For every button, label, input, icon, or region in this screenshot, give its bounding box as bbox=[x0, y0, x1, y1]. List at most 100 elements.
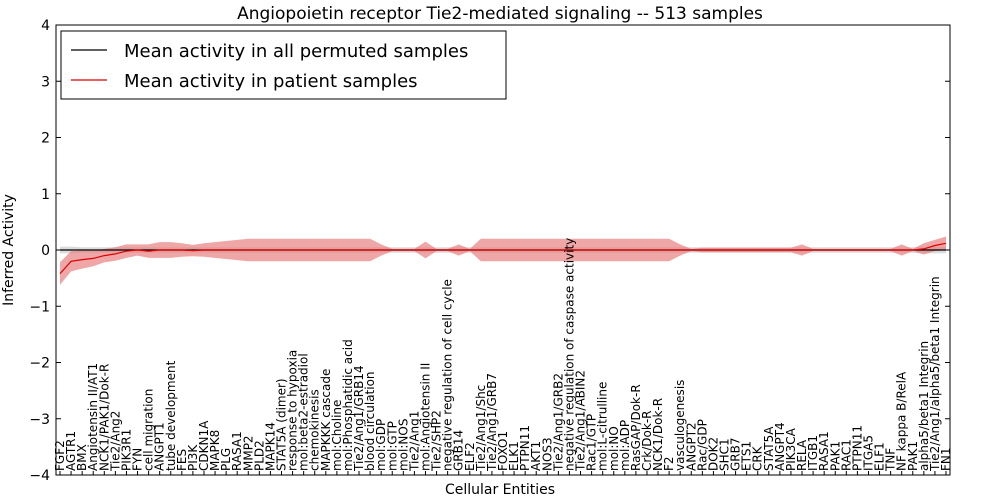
entity-label: F2 bbox=[662, 456, 676, 471]
entity-label: PIK3CA bbox=[784, 427, 798, 471]
y-tick-label: 0 bbox=[41, 243, 50, 259]
y-tick-label: 2 bbox=[41, 131, 50, 147]
y-tick-label: 4 bbox=[41, 18, 50, 34]
entity-label: RAC1 bbox=[839, 439, 853, 471]
entity-label: negative regulation of cell cycle bbox=[441, 279, 455, 471]
entity-label: Tie2/Ang1/Shc bbox=[474, 385, 488, 472]
y-axis-ticks: 4 3 2 1 0 −1 −2 −3 −4 bbox=[29, 18, 950, 484]
y-axis-label: Inferred Activity bbox=[1, 194, 17, 306]
entity-label: ANGPT4 bbox=[773, 422, 787, 471]
entity-label: mol:NOS bbox=[396, 419, 410, 471]
y-tick-label: 3 bbox=[41, 74, 50, 90]
entity-label: mol:L-citrulline bbox=[596, 382, 610, 471]
y-tick-label: −3 bbox=[29, 412, 50, 428]
entity-label: Tie2/Ang1/GRB7 bbox=[485, 373, 499, 472]
entity-label: blood circulation bbox=[363, 371, 377, 471]
activity-lines bbox=[59, 242, 947, 275]
entity-label: STAT5A (dimer) bbox=[275, 378, 289, 471]
entity-label: NCK1/Dok-R bbox=[651, 398, 665, 471]
entity-label: BMX bbox=[75, 444, 89, 471]
x-axis-label: Cellular Entities bbox=[445, 482, 555, 498]
entity-label: PLD2 bbox=[252, 440, 266, 471]
entity-label: NCK1/PAK1/Dok-R bbox=[97, 364, 111, 471]
entity-label: PTPN11 bbox=[518, 425, 532, 471]
entity-label: response to hypoxia bbox=[286, 350, 300, 471]
entity-label: AGTR1 bbox=[64, 431, 78, 471]
entity-label: tube development bbox=[164, 360, 178, 471]
entity-label: mol:beta2-estradiol bbox=[297, 353, 311, 471]
entity-label: PI3K bbox=[186, 444, 200, 471]
entity-label: AKT1 bbox=[529, 441, 543, 471]
legend-patient-label: Mean activity in patient samples bbox=[124, 71, 418, 92]
entity-label: ANGPT2 bbox=[684, 422, 698, 471]
entity-label: chemokinesis bbox=[308, 389, 322, 471]
entity-label: NF kappa B/RelA bbox=[895, 371, 909, 471]
entity-label: Tie2/Ang1/ABIN2 bbox=[574, 370, 588, 472]
entity-label: mol:NO bbox=[607, 426, 621, 471]
entity-label: FOXO1 bbox=[496, 431, 510, 471]
entity-label: PAK1 bbox=[906, 441, 920, 471]
entity-label: RASA1 bbox=[817, 431, 831, 471]
entity-label: FYN bbox=[131, 448, 145, 471]
entity-label: GRB14 bbox=[452, 430, 466, 471]
entity-label: mol:GTP bbox=[385, 421, 399, 471]
entity-label: GRB7 bbox=[729, 437, 743, 471]
entity-label: Tie2/Ang2 bbox=[108, 411, 122, 472]
entity-label: CDKN1A bbox=[197, 420, 211, 471]
entity-label: STAT5A bbox=[762, 426, 776, 471]
chart-title: Angiopoietin receptor Tie2-mediated sign… bbox=[237, 4, 763, 24]
entity-label: Tie2/Ang1/GRB14 bbox=[352, 365, 366, 472]
entity-label: SHC1 bbox=[718, 438, 732, 471]
entity-label: PTPN11 bbox=[850, 425, 864, 471]
entity-label: ELK1 bbox=[507, 441, 521, 471]
entity-label: Rac1/GTP bbox=[585, 414, 599, 471]
entity-label: MAPK14 bbox=[263, 422, 277, 471]
entity-label: ELF2 bbox=[463, 442, 477, 471]
legend-box bbox=[60, 30, 507, 100]
entity-label: Crk/Dok-R bbox=[640, 410, 654, 471]
entity-label: RASA1 bbox=[230, 431, 244, 471]
entity-label: alpha5/beta1 Integrin bbox=[917, 341, 931, 471]
entity-label: mol:Phosphatidic acid bbox=[341, 339, 355, 471]
entity-label: FES bbox=[175, 449, 189, 471]
entity-label: FN1 bbox=[939, 447, 953, 471]
entity-label: ANGPT1 bbox=[153, 422, 167, 471]
entity-label: mol:Choline bbox=[330, 400, 344, 471]
y-tick-label: −1 bbox=[29, 299, 50, 315]
legend-permuted-label: Mean activity in all permuted samples bbox=[124, 41, 468, 62]
patient-mean-line bbox=[59, 242, 947, 275]
entity-label: mol:GDP bbox=[374, 419, 388, 471]
y-tick-label: −4 bbox=[29, 468, 50, 484]
entity-label: Tie2/Ang1/alpha5/beta1 Integrin bbox=[928, 276, 942, 472]
entity-label: Tie2/Ang1/GRB2 bbox=[551, 373, 565, 472]
entity-label: PIK3R1 bbox=[119, 429, 133, 471]
activity-bands bbox=[60, 236, 946, 285]
entity-label: MAPKKK cascade bbox=[319, 369, 333, 471]
entity-label: Tie2/Ang1 bbox=[407, 411, 421, 472]
patient-band bbox=[60, 236, 946, 285]
entity-label: vasculogenesis bbox=[673, 380, 687, 471]
entity-label: mol:Angiotensin II bbox=[418, 363, 432, 471]
entity-label: Rac/GDP bbox=[695, 419, 709, 471]
y-tick-label: 1 bbox=[41, 187, 50, 203]
legend: Mean activity in all permuted samples Me… bbox=[60, 30, 507, 100]
entity-label: ETS1 bbox=[740, 441, 754, 471]
entity-label: CRK bbox=[751, 445, 765, 471]
entity-label: cell migration bbox=[142, 389, 156, 471]
entity-label: ITGA5 bbox=[861, 435, 875, 471]
entity-label: Angiotensin II/AT1 bbox=[86, 363, 100, 471]
entity-label: MMP2 bbox=[241, 435, 255, 471]
entity-label: Tie2/SHP2 bbox=[430, 410, 444, 472]
entity-label: NOS3 bbox=[540, 437, 554, 471]
entity-label: FGF2 bbox=[53, 440, 67, 471]
entity-label: TNF bbox=[884, 448, 898, 472]
entity-label: PLG bbox=[219, 448, 233, 471]
entity-label: mol:ADP bbox=[618, 420, 632, 471]
entity-label: MAPK8 bbox=[208, 430, 222, 471]
entity-label: ELF1 bbox=[873, 442, 887, 471]
entity-label: DOK2 bbox=[706, 437, 720, 471]
entity-label: negative regulation of caspase activity bbox=[562, 238, 576, 471]
entity-label: RELA bbox=[795, 439, 809, 471]
